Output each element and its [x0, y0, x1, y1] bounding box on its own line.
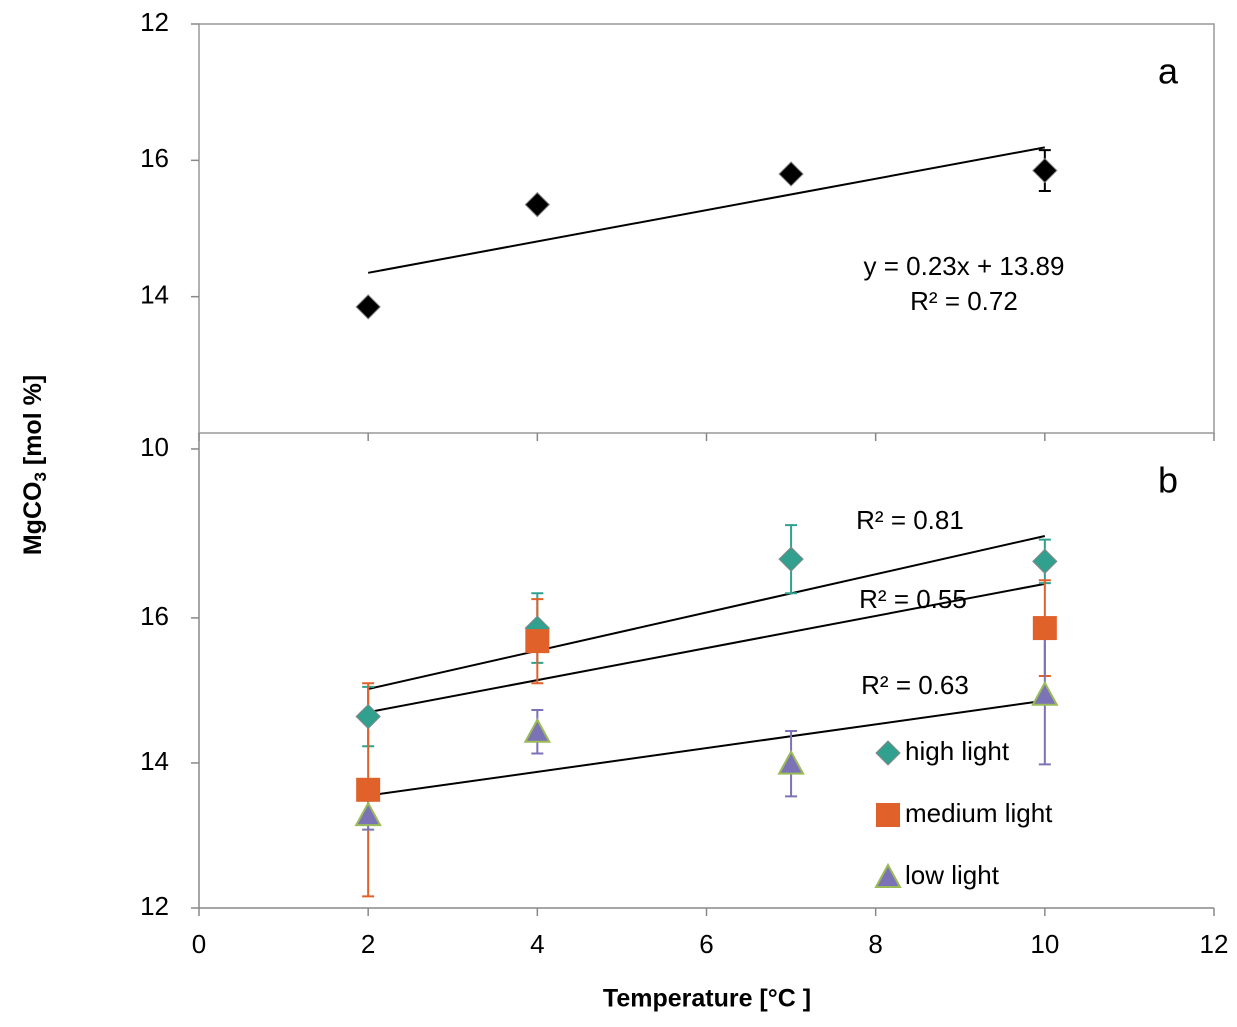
marker	[778, 546, 804, 572]
y-label-suffix: [mol %]	[19, 375, 47, 472]
r2-label: R² = 0.55	[859, 584, 967, 614]
x-tick-label: 8	[868, 929, 882, 959]
marker	[525, 629, 550, 654]
x-tick-label: 12	[1200, 929, 1229, 959]
x-tick-label: 6	[699, 929, 713, 959]
y-tick-label: 14	[140, 280, 169, 310]
legend-marker	[876, 803, 900, 827]
y-tick-label: 12	[140, 891, 169, 921]
marker	[356, 777, 381, 802]
panel-label: a	[1158, 51, 1179, 92]
r2-label: R² = 0.63	[861, 670, 969, 700]
y-tick-label: 16	[140, 143, 169, 173]
marker	[1032, 157, 1058, 184]
marker	[1032, 548, 1058, 575]
y-tick-label: 12	[140, 7, 169, 37]
legend-label: high light	[905, 736, 1010, 766]
x-tick-label: 2	[361, 929, 375, 959]
x-tick-label: 0	[192, 929, 206, 959]
y-label-subscript: 3	[31, 472, 50, 481]
legend-label: low light	[905, 860, 1000, 890]
marker	[778, 161, 804, 187]
trendline	[367, 146, 1046, 274]
panel-label: b	[1158, 460, 1178, 501]
legend-label: medium light	[905, 798, 1053, 828]
marker	[1031, 680, 1059, 706]
marker	[523, 717, 552, 743]
legend-marker	[874, 862, 902, 888]
trendline	[367, 535, 1046, 690]
trendline-annotation: R² = 0.72	[910, 286, 1018, 316]
r2-label: R² = 0.81	[856, 505, 964, 535]
marker	[777, 749, 805, 775]
y-tick-label: 10	[140, 432, 169, 462]
trendline-annotation: y = 0.23x + 13.89	[864, 251, 1065, 281]
y-tick-label: 14	[140, 746, 169, 776]
x-tick-label: 10	[1030, 929, 1059, 959]
marker	[355, 294, 381, 320]
trendline	[368, 699, 1045, 797]
marker	[1032, 616, 1057, 641]
y-tick-label: 16	[140, 601, 169, 631]
marker	[354, 801, 382, 827]
marker	[355, 703, 381, 730]
x-tick-label: 4	[530, 929, 544, 959]
y-axis-label: MgCO3 [mol %]	[19, 375, 51, 555]
y-label-text: MgCO	[19, 482, 47, 556]
trendline	[367, 582, 1046, 714]
x-axis-label: Temperature [°C ]	[603, 985, 811, 1013]
marker	[524, 191, 551, 218]
legend-marker	[875, 740, 901, 766]
plot-frame	[198, 23, 1215, 434]
